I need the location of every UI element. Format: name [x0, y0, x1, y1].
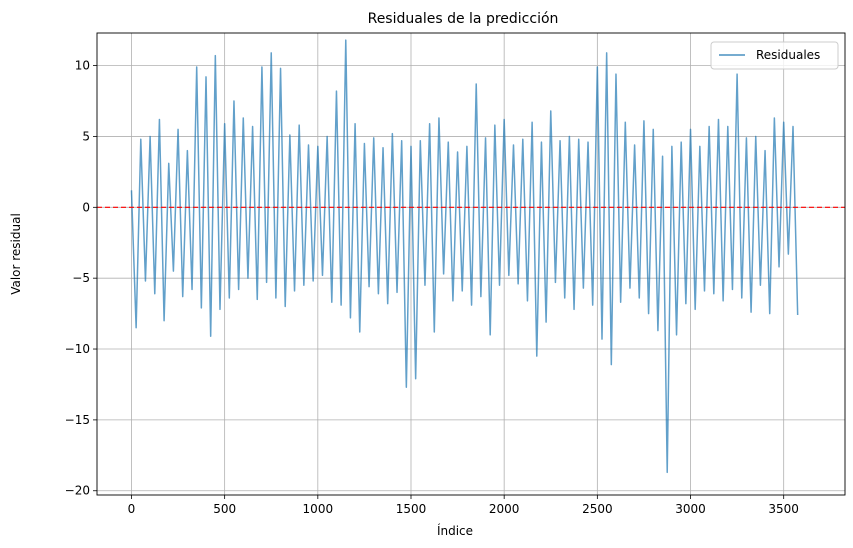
x-tick-label: 3000: [675, 502, 706, 516]
x-tick-label: 3500: [768, 502, 799, 516]
x-tick-label: 500: [213, 502, 236, 516]
y-tick-label: −5: [72, 271, 90, 285]
chart-title: Residuales de la predicción: [368, 11, 559, 27]
series-line-residuales: [130, 39, 799, 474]
x-tick-label: 1000: [303, 502, 334, 516]
legend: Residuales: [710, 41, 839, 70]
y-tick-label: 5: [82, 129, 90, 143]
legend-box: [710, 41, 839, 70]
y-axis-label: Valor residual: [9, 213, 23, 295]
y-tick-label: −20: [65, 484, 90, 498]
x-tick-label: 0: [128, 502, 136, 516]
x-tick-label: 2000: [489, 502, 520, 516]
x-tick-label: 1500: [396, 502, 427, 516]
x-axis: 0 500 1000 1500 2000 2500 3000 3500: [128, 495, 799, 516]
y-tick-label: −15: [65, 413, 90, 427]
y-axis: 10 5 0 −5 −10 −15 −20: [65, 59, 97, 498]
y-tick-label: −10: [65, 342, 90, 356]
x-axis-label: Índice: [437, 523, 473, 538]
y-tick-label: 10: [75, 59, 90, 73]
y-tick-label: 0: [82, 200, 90, 214]
plot-frame: [96, 32, 846, 496]
legend-label: Residuales: [756, 48, 820, 62]
x-tick-label: 2500: [582, 502, 613, 516]
